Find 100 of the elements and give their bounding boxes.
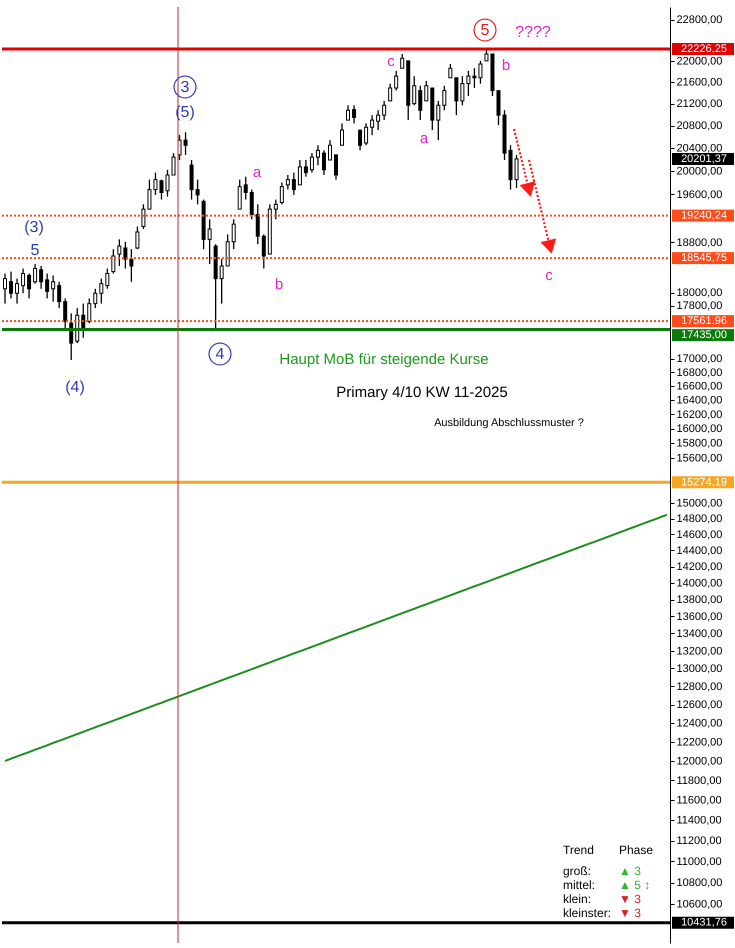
- candlestick: [358, 129, 362, 151]
- candlestick: [418, 85, 422, 121]
- candlestick: [292, 172, 296, 196]
- candlestick: [394, 70, 398, 92]
- candlestick: [172, 152, 176, 176]
- y-tick-label: 13400,00: [676, 628, 722, 640]
- candlestick: [340, 122, 344, 146]
- y-tick-label: 11600,00: [676, 794, 722, 807]
- annotation: kleinster:: [563, 906, 612, 920]
- y-tick-label: 22000,00: [676, 55, 722, 68]
- candlestick: [123, 241, 128, 270]
- annotation: (3): [24, 219, 44, 236]
- annotation: ▲ 3: [619, 864, 642, 878]
- y-tick-label: 20800,00: [676, 120, 722, 132]
- candlestick: [250, 188, 254, 220]
- candlestick: [322, 150, 326, 176]
- candlestick: [111, 248, 116, 274]
- y-tick-label: 14800,00: [676, 513, 722, 526]
- ref-line-label: 18545,75: [681, 252, 727, 264]
- annotation: Haupt MoB für steigende Kurse: [279, 351, 489, 368]
- candlestick: [274, 198, 278, 220]
- annotation: Trend: [563, 843, 594, 857]
- annotation: 4: [216, 346, 225, 363]
- candlestick: [262, 234, 266, 270]
- candlestick: [39, 265, 44, 290]
- y-tick-label: 21200,00: [676, 98, 722, 110]
- y-tick-label: 16200,00: [676, 408, 722, 421]
- candlestick: [99, 278, 104, 304]
- candlestick: [328, 140, 332, 161]
- candlestick: [448, 63, 452, 78]
- ref-line-label: 10431,76: [681, 916, 727, 929]
- y-tick-label: 12400,00: [676, 718, 722, 730]
- candlestick: [153, 172, 158, 196]
- candlestick: [400, 53, 404, 69]
- candlestick: [159, 178, 164, 200]
- candlestick: [208, 218, 212, 265]
- y-tick-label: 13800,00: [676, 594, 722, 606]
- y-tick-label: 17800,00: [676, 300, 722, 312]
- candlestick: [316, 144, 320, 166]
- candlestick: [454, 77, 458, 116]
- y-tick-label: 11800,00: [676, 774, 722, 787]
- y-tick-label: 16800,00: [676, 366, 722, 379]
- annotation: 5: [480, 22, 490, 39]
- annotation: 5: [30, 242, 40, 259]
- y-tick-label: 12600,00: [676, 699, 722, 712]
- text: 20201,37: [681, 153, 727, 165]
- candlestick: [334, 154, 338, 180]
- y-tick-label: 16600,00: [676, 380, 722, 393]
- y-tick-label: 14600,00: [676, 528, 722, 541]
- candlestick: [346, 104, 350, 121]
- y-tick-label: 17000,00: [676, 353, 722, 366]
- candlestick: [21, 268, 26, 294]
- annotation: groß:: [563, 864, 592, 878]
- y-tick-label: 15800,00: [676, 438, 722, 450]
- candlestick: [165, 169, 170, 198]
- y-tick-label: 16400,00: [676, 394, 722, 407]
- candlestick: [256, 204, 260, 245]
- y-tick-label: 14000,00: [676, 577, 722, 590]
- ref-line-label: 22226,25: [681, 43, 727, 56]
- y-tick-label: 10600,00: [676, 898, 722, 911]
- candlestick: [141, 204, 146, 230]
- candlestick: [370, 114, 374, 136]
- ref-line-label: 15274,19: [681, 476, 727, 488]
- annotation: c: [545, 267, 554, 284]
- candlestick: [51, 274, 56, 302]
- candlestick: [382, 100, 386, 121]
- annotation: a: [252, 164, 262, 181]
- candlestick: [3, 272, 8, 304]
- annotation: ▼ 3: [619, 906, 642, 920]
- candlestick: [424, 80, 428, 102]
- candlestick: [460, 76, 464, 106]
- candlestick: [514, 154, 519, 188]
- candlestick: [184, 132, 188, 156]
- annotation: ????: [515, 24, 551, 41]
- candlestick: [364, 122, 368, 146]
- candlestick: [57, 281, 62, 309]
- candlestick: [280, 182, 284, 205]
- annotation: b: [502, 57, 510, 74]
- candlestick: [286, 174, 290, 190]
- candlestick: [105, 268, 110, 290]
- y-tick-label: 13200,00: [676, 645, 722, 658]
- y-tick-label: 15600,00: [676, 452, 722, 464]
- y-tick-label: 11200,00: [676, 835, 722, 848]
- y-tick-label: 18800,00: [676, 236, 722, 249]
- y-tick-label: 20000,00: [676, 165, 722, 178]
- annotation: Phase: [619, 843, 654, 857]
- annotation: b: [274, 276, 284, 293]
- annotation: c: [387, 53, 396, 70]
- candlestick: [232, 218, 236, 250]
- y-tick-label: 13000,00: [676, 662, 722, 675]
- candlestick: [442, 85, 446, 111]
- annotation: klein:: [563, 892, 592, 906]
- candlestick: [298, 159, 302, 186]
- candlestick: [310, 152, 314, 174]
- annotation: 3: [180, 79, 190, 96]
- candlestick: [472, 68, 476, 89]
- candlestick: [129, 248, 134, 282]
- candlestick: [484, 48, 488, 62]
- candlestick: [478, 60, 482, 84]
- y-tick-label: 21600,00: [676, 76, 722, 89]
